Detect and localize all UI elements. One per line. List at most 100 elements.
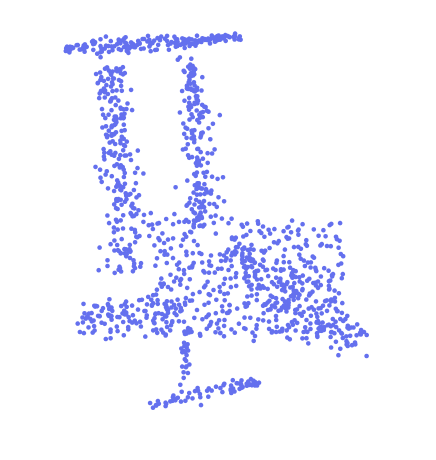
point bbox=[105, 258, 110, 263]
point bbox=[306, 341, 311, 346]
point bbox=[262, 235, 267, 240]
point bbox=[129, 204, 134, 209]
point bbox=[159, 276, 164, 281]
point bbox=[109, 314, 114, 319]
point bbox=[339, 252, 344, 257]
point bbox=[319, 311, 324, 316]
point bbox=[104, 337, 109, 342]
point bbox=[193, 183, 198, 188]
point bbox=[304, 238, 309, 243]
point bbox=[241, 234, 246, 239]
point bbox=[99, 46, 104, 51]
point bbox=[345, 314, 350, 319]
point bbox=[203, 283, 208, 288]
point bbox=[326, 268, 331, 273]
point bbox=[253, 334, 258, 339]
point bbox=[183, 146, 188, 151]
point bbox=[261, 264, 266, 269]
point bbox=[218, 289, 223, 294]
point bbox=[171, 236, 176, 241]
point bbox=[331, 317, 336, 322]
point bbox=[118, 153, 123, 158]
point bbox=[158, 249, 163, 254]
point bbox=[331, 323, 336, 328]
point bbox=[188, 277, 193, 282]
point bbox=[159, 327, 164, 332]
point bbox=[288, 337, 293, 342]
point bbox=[246, 301, 251, 306]
point bbox=[206, 394, 211, 399]
point bbox=[169, 246, 174, 251]
point bbox=[112, 230, 117, 235]
point bbox=[91, 48, 96, 53]
point bbox=[229, 216, 234, 221]
point bbox=[336, 263, 341, 268]
point bbox=[202, 182, 207, 187]
point bbox=[137, 234, 142, 239]
point bbox=[157, 238, 162, 243]
point bbox=[92, 324, 97, 329]
point bbox=[290, 320, 295, 325]
point bbox=[304, 329, 309, 334]
point bbox=[296, 245, 301, 250]
point bbox=[97, 245, 102, 250]
point bbox=[274, 275, 279, 280]
point bbox=[314, 299, 319, 304]
point bbox=[180, 364, 185, 369]
point bbox=[217, 285, 222, 290]
point bbox=[180, 36, 185, 41]
point bbox=[265, 300, 270, 305]
point bbox=[338, 347, 343, 352]
point bbox=[166, 237, 171, 242]
point bbox=[114, 197, 119, 202]
point bbox=[181, 376, 186, 381]
point bbox=[329, 345, 334, 350]
point bbox=[143, 309, 148, 314]
point bbox=[198, 211, 203, 216]
point bbox=[213, 330, 218, 335]
point bbox=[220, 390, 225, 395]
point bbox=[158, 38, 163, 43]
point bbox=[179, 399, 184, 404]
point bbox=[103, 90, 108, 95]
point bbox=[124, 153, 129, 158]
point bbox=[216, 326, 221, 331]
point bbox=[308, 321, 313, 326]
point bbox=[133, 43, 138, 48]
point bbox=[132, 188, 137, 193]
point bbox=[329, 222, 334, 227]
point bbox=[104, 124, 109, 129]
point bbox=[108, 99, 113, 104]
point bbox=[216, 267, 221, 272]
point bbox=[136, 307, 141, 312]
point bbox=[127, 319, 132, 324]
point bbox=[296, 227, 301, 232]
point bbox=[280, 297, 285, 302]
point bbox=[149, 211, 154, 216]
point bbox=[214, 311, 219, 316]
bottom-base-points bbox=[148, 377, 262, 410]
point bbox=[129, 88, 134, 93]
point bbox=[212, 221, 217, 226]
point bbox=[312, 227, 317, 232]
point bbox=[108, 327, 113, 332]
point bbox=[239, 386, 244, 391]
point bbox=[198, 332, 203, 337]
point bbox=[92, 304, 97, 309]
point bbox=[222, 292, 227, 297]
point bbox=[206, 126, 211, 131]
point bbox=[187, 391, 192, 396]
point bbox=[240, 257, 245, 262]
point bbox=[205, 151, 210, 156]
point bbox=[129, 158, 134, 163]
point bbox=[226, 221, 231, 226]
point bbox=[74, 43, 79, 48]
point bbox=[181, 121, 186, 126]
point bbox=[188, 196, 193, 201]
point bbox=[328, 278, 333, 283]
point bbox=[304, 318, 309, 323]
point bbox=[322, 266, 327, 271]
point bbox=[332, 288, 337, 293]
point bbox=[112, 189, 117, 194]
point bbox=[184, 296, 189, 301]
